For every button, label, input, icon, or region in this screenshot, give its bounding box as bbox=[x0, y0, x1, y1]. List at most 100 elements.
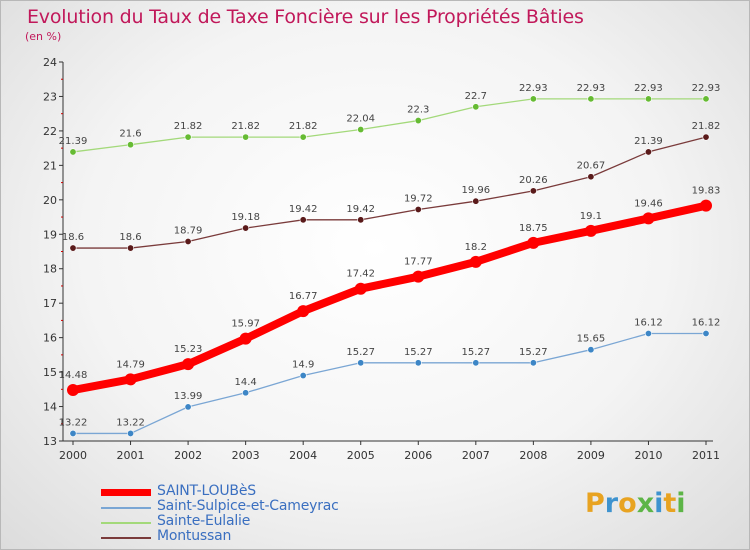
data-point-1 bbox=[472, 359, 480, 367]
data-label-1: 14.9 bbox=[292, 360, 314, 371]
data-label-0: 18.2 bbox=[465, 242, 487, 253]
data-label-0: 15.23 bbox=[174, 344, 203, 355]
data-label-1: 14.4 bbox=[235, 377, 257, 388]
data-label-1: 13.22 bbox=[116, 417, 145, 428]
data-point-3 bbox=[69, 244, 77, 252]
data-label-1: 15.65 bbox=[577, 334, 606, 345]
y-tick-label: 21 bbox=[43, 159, 57, 172]
legend-swatch bbox=[101, 522, 151, 524]
data-label-0: 14.48 bbox=[59, 370, 88, 381]
data-label-3: 21.39 bbox=[634, 136, 663, 147]
legend-label: Montussan bbox=[157, 528, 232, 544]
data-point-0 bbox=[700, 199, 712, 212]
data-point-0 bbox=[527, 236, 540, 249]
data-point-1 bbox=[529, 359, 537, 367]
data-label-2: 22.93 bbox=[634, 83, 663, 94]
data-label-3: 19.42 bbox=[346, 204, 375, 215]
data-label-2: 21.6 bbox=[119, 129, 141, 140]
data-point-2 bbox=[414, 117, 422, 125]
legend-label: SAINT-LOUBèS bbox=[157, 483, 256, 499]
data-label-3: 19.42 bbox=[289, 204, 318, 215]
data-label-2: 22.7 bbox=[465, 91, 487, 102]
y-tick-label: 23 bbox=[43, 90, 57, 103]
data-point-2 bbox=[702, 95, 710, 103]
x-tick-label: 2008 bbox=[519, 449, 547, 462]
x-tick-label: 2002 bbox=[174, 449, 202, 462]
data-point-1 bbox=[184, 403, 192, 411]
data-label-1: 15.27 bbox=[519, 347, 548, 358]
data-label-1: 13.22 bbox=[59, 417, 88, 428]
x-tick-label: 2003 bbox=[232, 449, 260, 462]
data-point-1 bbox=[299, 372, 307, 380]
data-label-1: 15.27 bbox=[404, 347, 433, 358]
x-tick-label: 2011 bbox=[692, 449, 720, 462]
y-tick-label: 20 bbox=[43, 194, 57, 207]
legend-swatch bbox=[101, 489, 151, 496]
data-label-3: 18.79 bbox=[174, 226, 203, 237]
data-point-2 bbox=[69, 148, 77, 156]
data-point-0 bbox=[67, 384, 79, 397]
legend-item: SAINT-LOUBèS bbox=[101, 483, 361, 500]
series-line-2 bbox=[72, 98, 707, 153]
legend-item: Sainte-Eulalie bbox=[101, 513, 361, 530]
proxiti-logo: Proxiti bbox=[585, 488, 686, 519]
series-line-1 bbox=[72, 332, 707, 435]
data-label-2: 21.39 bbox=[59, 136, 88, 147]
data-point-3 bbox=[587, 173, 595, 181]
data-point-2 bbox=[127, 141, 135, 149]
legend-item: Montussan bbox=[101, 528, 361, 545]
data-point-0 bbox=[239, 332, 252, 345]
x-tick-label: 2005 bbox=[347, 449, 375, 462]
data-label-3: 19.96 bbox=[461, 185, 490, 196]
data-point-0 bbox=[469, 255, 482, 268]
y-tick-label: 22 bbox=[43, 125, 57, 138]
data-point-3 bbox=[702, 133, 710, 141]
data-label-3: 18.6 bbox=[62, 232, 84, 243]
data-label-3: 19.72 bbox=[404, 193, 433, 204]
data-label-2: 21.82 bbox=[289, 121, 318, 132]
chart-subtitle: (en %) bbox=[25, 30, 62, 43]
data-point-2 bbox=[184, 133, 192, 141]
data-point-3 bbox=[184, 238, 192, 246]
logo-letter: r bbox=[604, 488, 619, 519]
data-label-1: 15.27 bbox=[346, 347, 375, 358]
data-point-3 bbox=[529, 187, 537, 195]
data-label-2: 21.82 bbox=[231, 121, 260, 132]
data-label-0: 19.1 bbox=[580, 211, 602, 222]
x-tick-label: 2010 bbox=[634, 449, 662, 462]
legend-item: Saint-Sulpice-et-Cameyrac bbox=[101, 498, 361, 515]
data-label-2: 21.82 bbox=[174, 121, 203, 132]
y-tick-label: 16 bbox=[43, 332, 57, 345]
data-point-3 bbox=[242, 224, 250, 232]
y-tick-label: 15 bbox=[43, 366, 57, 379]
data-point-0 bbox=[297, 305, 310, 318]
chart-title: Evolution du Taux de Taxe Foncière sur l… bbox=[27, 6, 584, 28]
y-tick-label: 13 bbox=[43, 435, 57, 448]
data-label-1: 13.99 bbox=[174, 391, 203, 402]
legend: SAINT-LOUBèS Saint-Sulpice-et-Cameyrac Sai… bbox=[101, 483, 361, 545]
data-label-0: 18.75 bbox=[519, 223, 548, 234]
data-point-2 bbox=[242, 133, 250, 141]
data-point-0 bbox=[642, 212, 655, 225]
data-point-3 bbox=[127, 244, 135, 252]
y-tick-label: 19 bbox=[43, 228, 57, 241]
data-label-1: 16.12 bbox=[634, 318, 663, 329]
series-line-0 bbox=[69, 201, 710, 395]
x-tick-label: 2001 bbox=[117, 449, 145, 462]
data-point-1 bbox=[587, 346, 595, 354]
data-point-1 bbox=[357, 359, 365, 367]
data-label-0: 19.46 bbox=[634, 198, 663, 209]
data-point-2 bbox=[357, 126, 365, 134]
data-point-2 bbox=[644, 95, 652, 103]
logo-letter: i bbox=[654, 488, 664, 519]
data-point-3 bbox=[357, 216, 365, 224]
data-label-3: 20.67 bbox=[577, 161, 606, 172]
logo-letter: t bbox=[663, 488, 677, 519]
data-point-3 bbox=[414, 205, 422, 213]
data-point-3 bbox=[644, 148, 652, 156]
y-tick-label: 18 bbox=[43, 263, 57, 276]
data-label-2: 22.93 bbox=[692, 83, 721, 94]
y-tick-label: 17 bbox=[43, 297, 57, 310]
